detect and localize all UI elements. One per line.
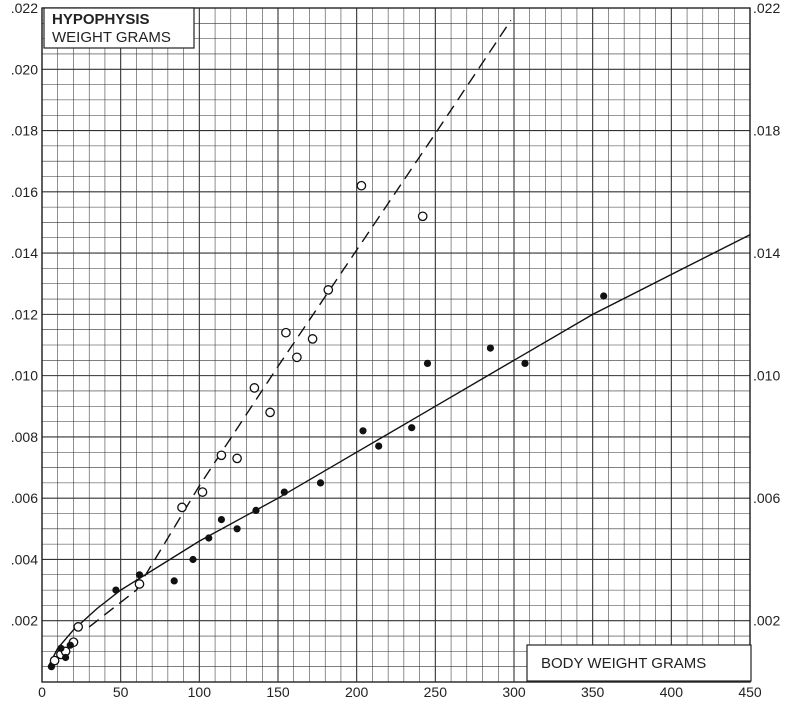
filled-circle-point — [217, 515, 225, 524]
filled-circle-point — [316, 479, 325, 487]
open-circle-point — [216, 450, 227, 461]
title-box: HYPOPHYSIS WEIGHT GRAMS — [43, 7, 195, 49]
open-circle-point — [134, 579, 145, 589]
open-circle-point — [265, 407, 275, 418]
filled-circle-point — [359, 427, 367, 435]
filled-circle-point — [189, 555, 197, 564]
filled-circle-point — [205, 534, 213, 542]
open-circle-point — [281, 327, 291, 338]
filled-circle-point — [61, 653, 70, 662]
open-circle-point — [197, 487, 208, 497]
x-axis-label-box: BODY WEIGHT GRAMS — [526, 644, 752, 682]
open-circle-point — [307, 334, 318, 344]
filled-circle-point — [521, 359, 529, 367]
chart-title: HYPOPHYSIS — [52, 11, 150, 28]
open-circle-point — [73, 622, 84, 632]
y-tick-label-right: .022 — [753, 0, 780, 16]
x-tick-label: 50 — [113, 684, 129, 700]
y-tick-label-left: .016 — [11, 184, 38, 200]
filled-circle-point — [112, 586, 120, 594]
open-circle-point — [49, 655, 60, 666]
y-axis-label: WEIGHT GRAMS — [52, 29, 171, 46]
y-tick-label-left: .004 — [11, 551, 38, 567]
x-tick-label: 100 — [188, 684, 212, 700]
y-tick-label-right: .014 — [753, 245, 780, 261]
x-tick-label: 250 — [424, 684, 448, 700]
y-tick-label-left: .006 — [11, 490, 38, 506]
x-tick-label: 450 — [738, 684, 762, 700]
open-circle-point — [177, 502, 187, 513]
filled-circle-point — [423, 359, 432, 367]
filled-circle-point — [66, 641, 74, 649]
y-tick-label-right: .002 — [753, 613, 780, 629]
x-tick-label: 0 — [38, 684, 46, 700]
filled-circle-point — [600, 292, 608, 300]
y-tick-label-right: .006 — [753, 490, 780, 506]
x-axis-label: BODY WEIGHT GRAMS — [541, 655, 706, 672]
y-tick-label-left: .010 — [11, 368, 38, 384]
x-tick-label: 300 — [502, 684, 526, 700]
x-tick-label: 350 — [581, 684, 605, 700]
data-points — [47, 180, 608, 671]
x-tick-label: 150 — [266, 684, 290, 700]
plot-frame — [41, 7, 751, 683]
open-circle-point — [249, 383, 260, 393]
fit-lines — [47, 19, 751, 668]
y-tick-label-left: .014 — [11, 245, 38, 261]
open-circle-point — [232, 453, 242, 464]
grid-lines — [41, 7, 751, 683]
filled-circle-point — [170, 577, 178, 585]
open-circle-point — [323, 285, 334, 295]
y-tick-label-left: .012 — [11, 306, 38, 322]
solid-fit-line — [47, 234, 751, 668]
y-tick-label-left: .002 — [11, 613, 38, 629]
dashed-fit-line — [88, 19, 512, 628]
y-tick-label-left: .018 — [11, 123, 38, 139]
y-tick-label-right: .010 — [753, 368, 780, 384]
open-circle-point — [417, 211, 428, 222]
y-tick-label-left: .022 — [11, 0, 38, 16]
filled-circle-point — [486, 344, 494, 352]
filled-circle-point — [57, 644, 65, 652]
filled-circle-point — [233, 525, 241, 533]
filled-circle-point — [135, 571, 144, 579]
y-tick-label-right: .018 — [753, 123, 780, 139]
open-circle-point — [356, 180, 367, 191]
x-tick-label: 400 — [660, 684, 684, 700]
filled-circle-point — [408, 424, 416, 432]
tick-labels: 0 50 100 150 200 250 300 350 400 450 .002 .004 .006.… — [11, 0, 781, 700]
y-tick-label-left: .008 — [11, 429, 38, 445]
filled-circle-point — [375, 442, 383, 450]
open-circle-point — [292, 352, 302, 363]
filled-circle-point — [280, 488, 288, 496]
x-tick-label: 200 — [345, 684, 369, 700]
filled-circle-point — [252, 506, 260, 514]
y-tick-label-left: .020 — [11, 61, 38, 77]
filled-circle-point — [47, 663, 56, 671]
